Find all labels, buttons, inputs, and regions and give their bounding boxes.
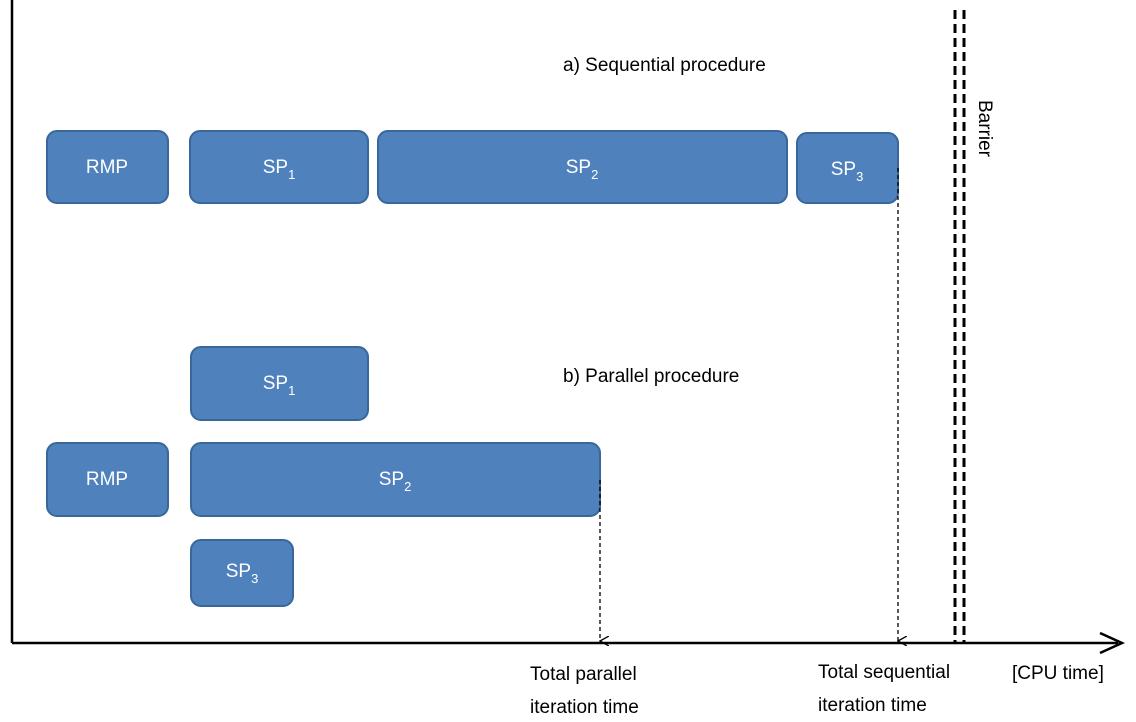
box-label: SP1 — [263, 157, 296, 182]
section-title: a) Sequential procedure — [563, 55, 766, 76]
box-label: SP — [566, 157, 591, 178]
box-label: SP3 — [831, 159, 864, 184]
task-box — [46, 130, 169, 204]
barrier-label: Barrier — [974, 100, 995, 158]
box-label: SP — [263, 373, 288, 394]
box-subscript: 2 — [404, 479, 411, 494]
box-label: RMP — [86, 157, 128, 178]
task-box — [46, 442, 169, 517]
task-box — [190, 539, 294, 607]
task-box — [189, 130, 369, 204]
box-subscript: 3 — [856, 169, 863, 184]
task-box — [190, 442, 601, 517]
box-label: SP — [379, 469, 404, 490]
box-subscript: 3 — [251, 571, 258, 586]
box-subscript: 2 — [591, 167, 598, 182]
box-label: RMP — [86, 469, 128, 490]
box-label: SP2 — [379, 469, 412, 494]
box-label: SP1 — [263, 373, 296, 398]
task-box — [190, 346, 369, 421]
annotation: Total parallel — [530, 664, 637, 685]
axis-label: [CPU time] — [1012, 663, 1104, 684]
box-subscript: 1 — [288, 383, 295, 398]
box-label: SP — [226, 561, 251, 582]
annotation: Total sequential — [818, 662, 950, 683]
task-box — [377, 130, 788, 204]
annotation: iteration time — [530, 697, 639, 718]
box-label: SP — [263, 157, 288, 178]
x-axis-arrow — [1099, 631, 1126, 655]
box-label: SP3 — [226, 561, 259, 586]
box-subscript: 1 — [288, 167, 295, 182]
annotation: iteration time — [818, 695, 927, 716]
box-label: SP — [831, 159, 856, 180]
box-label: SP2 — [566, 157, 599, 182]
section-title: b) Parallel procedure — [563, 366, 739, 387]
